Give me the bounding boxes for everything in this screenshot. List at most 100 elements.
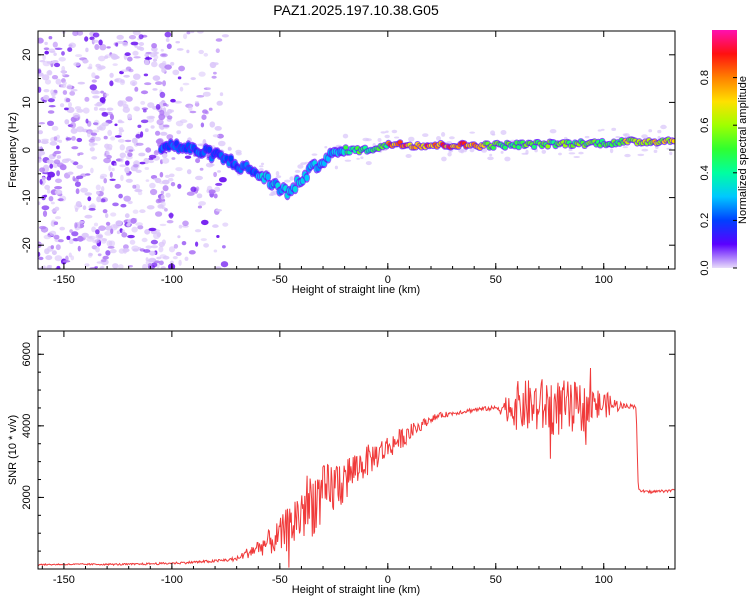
spectrogram-speckle	[92, 32, 100, 38]
spectrogram-speckle	[98, 107, 107, 111]
spectrogram-speckle	[110, 53, 117, 58]
x-tick-label: 100	[595, 274, 613, 286]
spectrogram-speckle	[84, 214, 93, 219]
spectrogram-speckle	[44, 41, 48, 46]
spectrogram-speckle	[217, 170, 221, 173]
spectrogram-speckle	[148, 154, 157, 159]
spectrogram-speckle	[52, 152, 57, 157]
spectrogram-speckle	[213, 193, 218, 199]
spectrogram-speckle	[81, 232, 89, 238]
spectrogram-speckle	[140, 100, 146, 105]
spectrogram-speckle	[170, 98, 176, 103]
spectrogram-speckle	[289, 176, 294, 181]
spectrogram-speckle	[174, 100, 183, 104]
spectrogram-speckle	[215, 182, 223, 186]
spectrogram-speckle	[160, 190, 165, 195]
spectrogram-speckle	[74, 222, 78, 229]
spectrogram-speckle	[43, 194, 48, 198]
spectrogram-speckle	[64, 107, 69, 111]
spectrogram-speckle	[137, 225, 144, 230]
spectrogram-speckle	[52, 41, 58, 48]
spectrogram-speckle	[53, 234, 60, 240]
spectrogram-speckle	[213, 62, 219, 66]
spectrogram-speckle	[216, 100, 223, 106]
spectrogram-speckle	[89, 147, 95, 152]
snr-panel: -150 -100 -50 0 50 100 2000 4000 6000 Height of …	[7, 330, 676, 596]
spectrogram-speckle	[176, 48, 184, 51]
spectrogram-speckle	[159, 223, 167, 227]
spectrogram-speckle	[197, 31, 204, 34]
spectrogram-speckle	[141, 107, 149, 111]
spectrogram-speckle	[170, 182, 176, 187]
snr-line-series	[38, 367, 675, 568]
spectrogram-speckle	[74, 181, 81, 187]
spectrogram-speckle	[205, 110, 209, 115]
spectrogram-speckle	[624, 153, 631, 158]
spectrogram-speckle	[324, 146, 328, 149]
spectrogram-speckle	[46, 61, 54, 64]
spectrogram-speckle	[148, 160, 155, 164]
spectrogram-speckle	[549, 129, 557, 134]
spectrogram-speckle	[109, 80, 114, 87]
spectrogram-speckle	[124, 166, 130, 174]
spectrogram-speckle	[155, 104, 161, 110]
spectrogram-speckle	[188, 250, 196, 255]
x-tick-label: 50	[490, 274, 502, 286]
spectrogram-speckle	[96, 196, 102, 203]
spectrogram-speckle	[169, 109, 174, 113]
spectrogram-speckle	[215, 266, 222, 269]
spectrogram-speckle	[203, 52, 209, 57]
spectrogram-speckle	[116, 230, 121, 235]
spectrogram-speckle	[141, 237, 148, 243]
spectrogram-ridge-core	[502, 145, 508, 150]
spectrogram-speckle	[108, 165, 112, 172]
spectrogram-speckle	[82, 205, 87, 210]
spectrogram-speckle	[258, 165, 264, 168]
spectrogram-speckle	[139, 209, 146, 214]
spectrogram-speckle	[93, 119, 100, 127]
spectrogram-speckle	[525, 149, 529, 155]
spectrogram-speckle	[119, 144, 126, 151]
spectrogram-speckle	[422, 133, 429, 138]
spectrogram-speckle	[100, 237, 107, 244]
spectrogram-speckle	[155, 130, 161, 136]
spectrogram-speckle	[195, 186, 200, 192]
spectrogram-speckle	[144, 59, 150, 65]
spectrogram-speckle	[42, 210, 48, 217]
spectrogram-speckle	[90, 203, 96, 210]
spectrogram-speckle	[134, 188, 143, 193]
spectrogram-speckle	[128, 35, 137, 40]
spectrogram-speckle	[47, 171, 55, 178]
spectrogram-speckle	[105, 250, 111, 256]
spectrogram-speckle	[88, 235, 96, 240]
spectrogram-speckle	[71, 231, 79, 237]
spectrogram-speckle	[47, 69, 52, 75]
spectrogram-speckle	[165, 174, 170, 178]
spectrogram-speckle	[87, 131, 91, 138]
spectrogram-speckle	[195, 241, 199, 247]
spectrogram-speckle	[50, 89, 54, 95]
spectrogram-speckle	[153, 54, 159, 60]
spectrogram-speckle	[89, 84, 98, 91]
spectrogram-speckle	[109, 178, 116, 181]
spectrogram-speckle	[50, 201, 55, 205]
spectrogram-speckle	[215, 38, 223, 42]
spectrogram-speckle	[46, 159, 55, 164]
spectrogram-speckle	[172, 69, 180, 76]
spectrogram-heatmap	[38, 31, 675, 269]
spectrogram-speckle	[77, 245, 81, 252]
spectrogram-speckle	[170, 61, 175, 66]
spectrogram-speckle	[123, 195, 131, 202]
spectrogram-speckle	[196, 193, 203, 199]
spectrogram-ridge-core	[304, 174, 310, 181]
spectrogram-speckle	[58, 139, 63, 143]
spectrogram-speckle	[71, 146, 79, 150]
spectrogram-speckle	[134, 106, 141, 112]
spectrogram-speckle	[148, 257, 157, 262]
spectrogram-speckle	[99, 266, 104, 269]
y-tick-label: 6000	[21, 342, 33, 366]
spectrogram-speckle	[78, 152, 84, 156]
spectrogram-speckle	[211, 75, 217, 79]
spectrogram-speckle	[96, 190, 100, 195]
spectrogram-speckle	[64, 119, 70, 125]
